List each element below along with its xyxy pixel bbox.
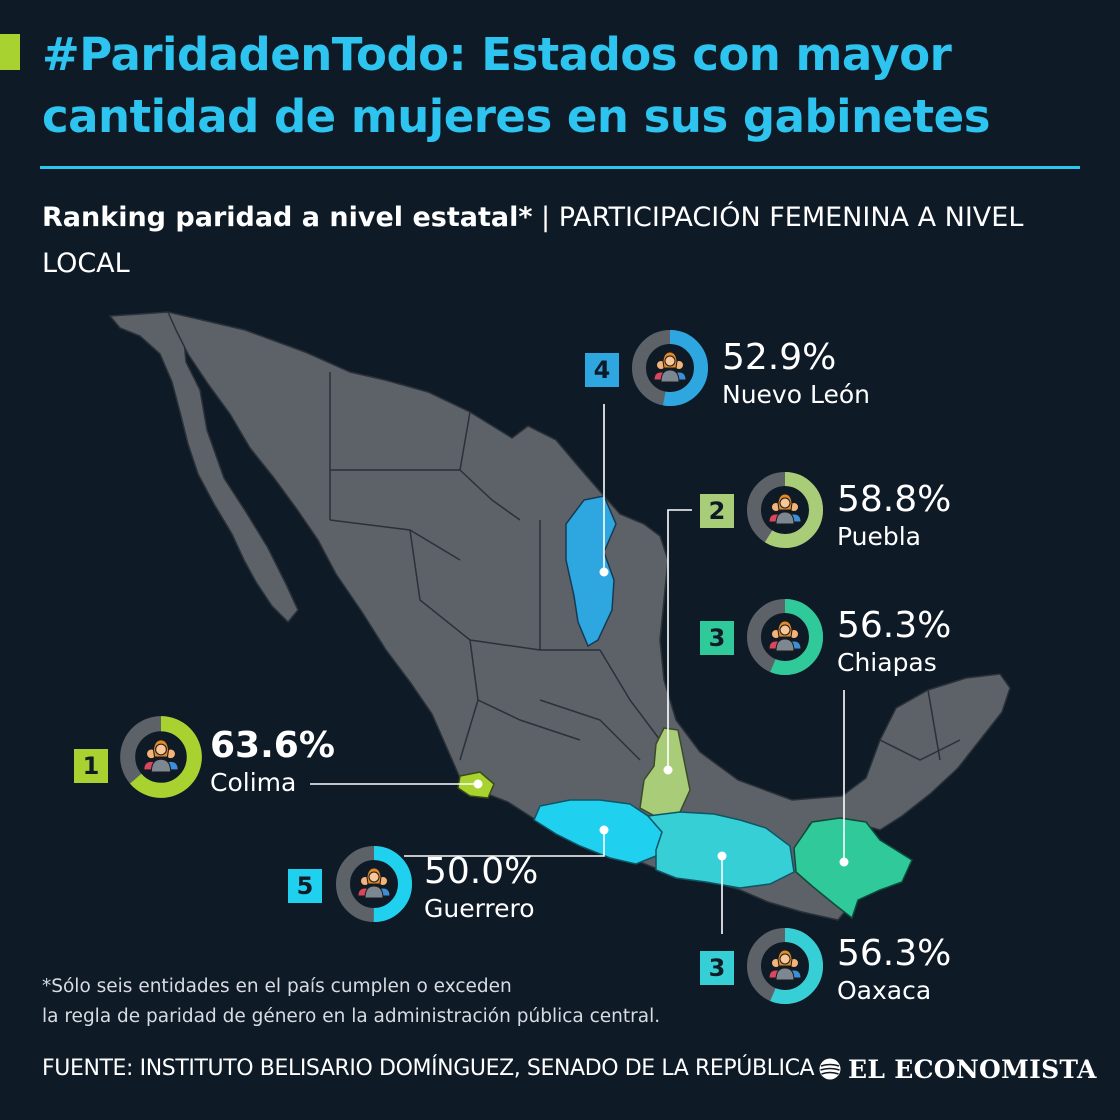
percent-nuevo-leon: 52.9% [722,337,837,378]
marker-nuevo-leon [599,567,609,577]
person-center-body [775,638,795,652]
percent-chiapas: 56.3% [837,605,952,646]
leader-line-puebla [667,509,692,770]
marker-chiapas [839,857,849,867]
donut-value-arc [336,846,412,922]
person-center-head [779,624,791,636]
state-name-puebla: Puebla [837,522,921,551]
map-region-baja-california [108,311,299,624]
source-credit: FUENTE: INSTITUTO BELISARIO DOMÍNGUEZ, S… [42,1056,815,1081]
subtitle-separator: | [532,202,559,233]
person-center-body [660,369,680,383]
donut-colima [120,716,202,798]
footnote-line-2: la regla de paridad de género en la admi… [42,1006,661,1027]
map-state-oaxaca [646,811,795,889]
donut-value-arc [747,928,823,1004]
marker-oaxaca [717,851,727,861]
person-center-head [779,497,791,509]
person-center-head [664,355,676,367]
map-internal-borders [329,372,961,761]
leader-line-guerrero [404,830,605,857]
donut-value-arc [632,330,708,406]
marker-guerrero [599,825,609,835]
women-group-icon [137,733,185,781]
women-group-icon [763,488,807,532]
brand-name: EL ECONOMISTA [848,1054,1097,1084]
donut-guerrero [336,846,412,922]
state-name-oaxaca: Oaxaca [837,976,932,1005]
percent-puebla: 58.8% [837,479,952,520]
donut-nuevo-leon [632,330,708,406]
marker-colima [473,779,483,789]
page-title: #ParidadenTodo: Estados con mayor cantid… [42,28,990,143]
women-group-icon [763,615,807,659]
percent-guerrero: 50.0% [424,851,539,892]
globe-icon [819,1058,841,1080]
person-center-head [155,743,167,756]
women-group-icon [763,944,807,988]
leader-lines [310,404,845,934]
percent-oaxaca: 56.3% [837,933,952,974]
donut-oaxaca [747,928,823,1004]
subtitle-rest: PARTICIPACIÓN FEMENINA A NIVEL LOCAL [42,202,1024,279]
state-name-chiapas: Chiapas [837,648,937,677]
state-markers [473,567,849,867]
women-group-icon [352,862,396,906]
map-state-chiapas [793,817,913,920]
title-accent-bar [0,34,20,70]
person-center-head [368,871,380,883]
person-center-body [150,758,172,773]
rank-badge-guerrero: 5 [288,869,322,903]
women-group-icon [648,346,692,390]
state-name-colima: Colima [210,768,297,797]
footnote: *Sólo seis entidades en el país cumplen … [42,972,660,1032]
marker-puebla [663,765,673,775]
state-name-nuevo-leon: Nuevo León [722,380,870,409]
state-name-guerrero: Guerrero [424,894,535,923]
donut-puebla [747,472,823,548]
brand-logo: EL ECONOMISTA [818,1052,1097,1086]
rank-badge-nuevo-leon: 4 [585,353,619,387]
rank-badge-oaxaca: 3 [700,951,734,985]
footnote-line-1: *Sólo seis entidades en el país cumplen … [42,976,512,997]
person-center-body [775,967,795,981]
rank-badge-puebla: 2 [700,494,734,528]
rank-badge-colima: 1 [74,749,108,783]
subtitle-bold: Ranking paridad a nivel estatal* [42,202,533,233]
person-center-body [364,885,384,899]
rank-badge-chiapas: 3 [700,621,734,655]
donut-chiapas [747,599,823,675]
title-divider [40,166,1080,169]
donut-value-arc [747,599,823,675]
subtitle: Ranking paridad a nivel estatal* | PARTI… [42,195,1102,287]
person-center-body [775,511,795,525]
donut-value-arc [120,716,202,798]
percent-colima: 63.6% [210,725,335,766]
donut-value-arc [747,472,823,548]
person-center-head [779,953,791,965]
